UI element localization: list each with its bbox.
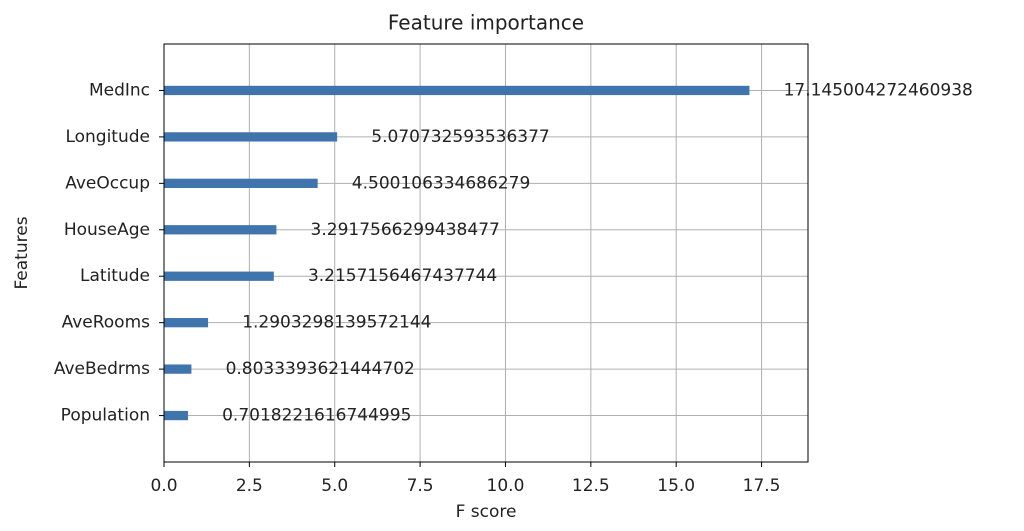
bar xyxy=(164,318,209,328)
value-label: 4.500106334686279 xyxy=(352,173,530,193)
chart-title: Feature importance xyxy=(388,11,584,35)
value-label: 0.8033393621444702 xyxy=(226,359,415,379)
bar xyxy=(164,225,277,235)
value-label: 3.2917566299438477 xyxy=(311,220,500,240)
x-tick-label: 15.0 xyxy=(657,476,695,496)
x-tick-label: 2.5 xyxy=(236,476,263,496)
y-tick-label: Population xyxy=(61,406,150,426)
x-tick-label: 7.5 xyxy=(407,476,434,496)
bar xyxy=(164,271,274,281)
x-tick-label: 12.5 xyxy=(572,476,610,496)
y-axis-label: Features xyxy=(12,216,32,289)
bar xyxy=(164,178,318,188)
bar xyxy=(164,410,188,421)
y-tick-label: Longitude xyxy=(65,127,150,147)
y-tick-label: AveOccup xyxy=(65,173,150,193)
bar xyxy=(164,364,192,374)
value-label: 5.070732593536377 xyxy=(371,127,549,147)
y-tick-label: HouseAge xyxy=(64,220,150,240)
y-tick-label: AveRooms xyxy=(62,313,151,333)
value-label: 0.7018221616744995 xyxy=(222,406,411,426)
x-axis-label: F score xyxy=(456,502,517,522)
y-tick-label: Latitude xyxy=(80,266,150,286)
x-tick-label: 10.0 xyxy=(487,476,525,496)
x-tick-label: 5.0 xyxy=(321,476,348,496)
value-label: 3.2157156467437744 xyxy=(308,266,497,286)
bar xyxy=(164,85,750,96)
y-tick-label: MedInc xyxy=(89,80,150,100)
bar xyxy=(164,132,338,142)
x-tick-label: 0.0 xyxy=(150,476,177,496)
x-tick-label: 17.5 xyxy=(743,476,781,496)
plot-frame xyxy=(163,43,809,463)
value-label: 1.2903298139572144 xyxy=(242,313,431,333)
value-label: 17.145004272460938 xyxy=(784,80,973,100)
y-tick-label: AveBedrms xyxy=(54,359,150,379)
